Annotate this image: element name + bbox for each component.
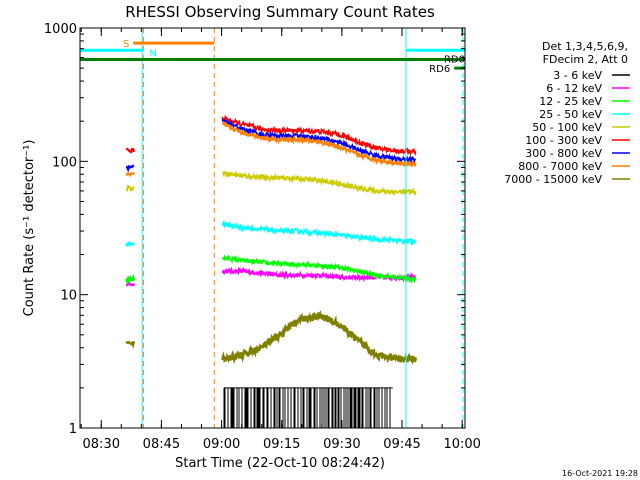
y-tick-label: 100 <box>52 155 77 170</box>
series-50-100-kev <box>125 170 417 197</box>
x-tick-label: 09:30 <box>323 437 360 452</box>
orbit-bar-label-rd0: RD0 <box>444 55 465 66</box>
legend-entry-25-50-kev: 25 - 50 keV <box>539 108 602 121</box>
series-3-6-kev <box>223 387 393 428</box>
x-tick-label: 09:15 <box>263 437 300 452</box>
x-tick-label: 10:00 <box>443 437 480 452</box>
series-100-300-kev <box>125 114 417 157</box>
y-tick-label: 1000 <box>44 22 77 37</box>
orbit-bar-label-s: S <box>123 39 129 50</box>
orbit-bar-label-rd6: RD6 <box>429 64 450 75</box>
series-12-25-kev <box>125 254 417 286</box>
series-7000-15000-kev-segment-1 <box>125 340 136 349</box>
series-800-7000-kev-segment-2 <box>222 120 417 168</box>
series-12-25-kev-segment-2 <box>221 254 417 284</box>
series-6-12-kev-segment-1 <box>125 280 136 287</box>
plot-timestamp: 16-Oct-2021 19:28 <box>562 469 638 478</box>
series-800-7000-kev <box>125 120 417 178</box>
series-50-100-kev-segment-2 <box>221 170 417 197</box>
series-7000-15000-kev <box>125 310 417 365</box>
y-tick-label: 10 <box>60 289 77 304</box>
legend-entry-800-7000-kev: 800 - 7000 keV <box>518 160 602 173</box>
series-12-25-kev-segment-1 <box>125 273 136 286</box>
data-layer <box>125 114 417 428</box>
series-100-300-kev-segment-2 <box>221 114 417 157</box>
series-300-800-kev-segment-2 <box>221 118 417 165</box>
x-tick-label: 08:45 <box>143 437 180 452</box>
series-100-300-kev-segment-1 <box>125 147 136 154</box>
x-tick-label: 09:00 <box>203 437 240 452</box>
legend-entry-6-12-kev: 6 - 12 keV <box>546 82 602 95</box>
x-tick-label: 09:45 <box>383 437 420 452</box>
series-25-50-kev <box>125 219 417 248</box>
series-25-50-kev-segment-1 <box>125 240 135 248</box>
plot-frame <box>79 27 466 429</box>
series-300-800-kev-segment-1 <box>125 164 135 173</box>
chart-title: RHESSI Observing Summary Count Rates <box>125 3 435 21</box>
legend-header: Det 1,3,4,5,6,9, <box>542 40 628 53</box>
y-tick-label: 1 <box>69 422 77 437</box>
y-axis-label: Count Rate (s⁻¹ detector⁻¹) <box>22 140 37 317</box>
legend-entry-7000-15000-kev: 7000 - 15000 keV <box>504 173 602 186</box>
legend: Det 1,3,4,5,6,9,FDecim 2, Att 0 3 - 6 keV… <box>504 40 630 186</box>
series-7000-15000-kev-segment-2 <box>221 310 417 365</box>
axis-layer: 1 10 100 1000 08:30 08:45 09:00 09:15 09:30 09:45… <box>44 22 481 452</box>
x-axis-label: Start Time (22-Oct-10 08:24:42) <box>175 456 385 471</box>
legend-entry-100-300-kev: 100 - 300 keV <box>525 134 602 147</box>
legend-entry-300-800-kev: 300 - 800 keV <box>525 147 602 160</box>
legend-entry-12-25-kev: 12 - 25 keV <box>539 95 602 108</box>
legend-entry-50-100-kev: 50 - 100 keV <box>532 121 602 134</box>
x-tick-label: 08:30 <box>83 437 120 452</box>
series-50-100-kev-segment-1 <box>125 184 135 192</box>
legend-entry-3-6-kev: 3 - 6 keV <box>553 69 602 82</box>
legend-header: FDecim 2, Att 0 <box>543 53 628 66</box>
series-800-7000-kev-segment-1 <box>125 171 135 178</box>
series-25-50-kev-segment-2 <box>221 219 417 247</box>
orbit-bar-label-n: N <box>149 48 156 59</box>
series-300-800-kev <box>125 118 417 173</box>
